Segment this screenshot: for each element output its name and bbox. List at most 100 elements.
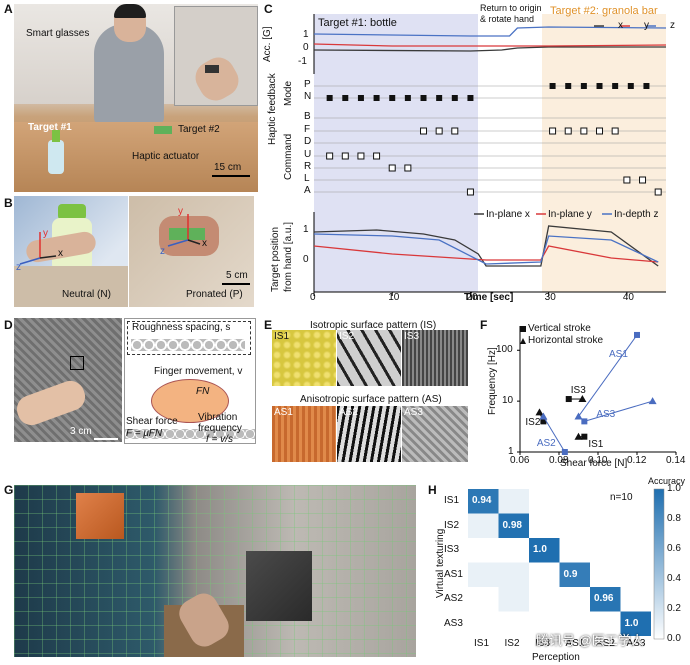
command-mark-l xyxy=(639,176,647,184)
isotropic-title: Isotropic surface pattern (IS) xyxy=(310,320,437,331)
f-ytick-label-1: 10 xyxy=(502,395,514,407)
h-cell-3-1 xyxy=(498,562,529,587)
h-cell-3-2 xyxy=(529,562,560,587)
panel-b-neutral-photo xyxy=(14,196,128,307)
command-mark-f xyxy=(549,127,557,135)
command-mark-f xyxy=(435,127,443,135)
command-mark-f xyxy=(420,127,428,135)
row-label-d: D xyxy=(304,136,312,147)
tile-is2 xyxy=(337,330,401,386)
h-cell-4-1 xyxy=(498,587,529,612)
panel-letter-d: D xyxy=(4,318,13,332)
panel-letter-b: B xyxy=(4,196,13,210)
row-label-b: B xyxy=(304,111,311,122)
h-cell-5-0 xyxy=(468,611,499,636)
h-cell-4-5 xyxy=(620,587,651,612)
row-label-n: N xyxy=(304,91,312,102)
h-colorbar-tick-1: 0.8 xyxy=(667,513,681,524)
label-roughness: Roughness spacing, s xyxy=(132,322,231,333)
label-target1-c: Target #1: bottle xyxy=(318,17,397,29)
h-diag-value-0: 0.94 xyxy=(472,495,492,506)
label-scale-d: 3 cm xyxy=(70,426,92,437)
label-target1-a: Target #1 xyxy=(28,122,72,133)
f-ylabel: Frequency [Hz] xyxy=(487,347,498,415)
h-cell-5-2 xyxy=(529,611,560,636)
label-shear-force: Shear force xyxy=(126,416,178,427)
legend-top-x: x xyxy=(618,20,623,31)
h-diag-value-5: 1.0 xyxy=(624,617,639,629)
mode-mark-p xyxy=(627,83,634,89)
h-cell-2-5 xyxy=(620,538,651,563)
target1-region xyxy=(314,14,478,292)
bottle-object xyxy=(48,140,64,174)
h-colorbar-title: Accuracy xyxy=(648,476,686,486)
f-point-horizontal-is3 xyxy=(578,395,587,403)
f-point-label-as2: AS2 xyxy=(536,438,556,449)
haptic-ylabel: Haptic feedback xyxy=(267,73,278,145)
h-diag-value-4: 0.96 xyxy=(594,593,614,604)
acc-tick-1: 1 xyxy=(303,29,309,40)
h-cell-5-5 xyxy=(620,611,651,636)
c-xtick-label-2: 20 xyxy=(466,292,478,303)
h-n: n=10 xyxy=(610,492,633,503)
f-xtick-label-0: 0.06 xyxy=(510,455,530,466)
f-point-vertical-as3 xyxy=(581,418,588,425)
acc-tick-neg1: -1 xyxy=(298,56,307,67)
h-row-label-3: AS1 xyxy=(444,568,463,580)
f-point-label-is1: IS1 xyxy=(588,438,604,450)
mode-ylabel: Mode xyxy=(283,80,294,106)
axis-x-b2: x xyxy=(202,238,207,249)
mode-mark-n xyxy=(451,95,458,101)
h-cell-0-5 xyxy=(620,489,651,514)
mode-mark-n xyxy=(389,95,396,101)
f-link-as2 xyxy=(542,416,566,453)
h-cell-2-3 xyxy=(559,538,590,563)
pos-tick-1: 1 xyxy=(303,224,309,235)
label-return-1: Return to origin xyxy=(480,3,542,13)
tile-is1 xyxy=(272,330,336,386)
c-xlabel: Time [sec] xyxy=(464,292,514,303)
h-colorbar-tick-4: 0.2 xyxy=(667,603,681,614)
command-mark-a xyxy=(466,188,474,196)
mode-mark-p xyxy=(549,83,556,89)
pos-tick-0: 0 xyxy=(303,254,309,265)
command-mark-f xyxy=(580,127,588,135)
f-legend-square xyxy=(520,326,526,332)
f-point-label-as3: AS3 xyxy=(596,409,616,421)
command-mark-u xyxy=(357,152,365,160)
label-finger-movement: Finger movement, v xyxy=(154,366,243,377)
tile-label-as1: AS1 xyxy=(274,407,293,418)
h-cell-2-2 xyxy=(529,538,560,563)
pos-trace-y xyxy=(313,245,659,263)
command-mark-f xyxy=(611,127,619,135)
mode-mark-n xyxy=(373,95,380,101)
h-cell-1-1 xyxy=(498,513,529,538)
h-cell-3-4 xyxy=(590,562,621,587)
h-row-label-5: AS3 xyxy=(444,617,463,629)
acc-tick-0: 0 xyxy=(303,42,309,53)
row-label-f: F xyxy=(304,124,311,135)
acc-trace-z xyxy=(313,26,667,37)
command-mark-a xyxy=(654,188,662,196)
f-point-vertical-is3 xyxy=(565,396,572,403)
f-xtick-label-4: 0.14 xyxy=(666,455,686,466)
mode-mark-n xyxy=(357,95,364,101)
mode-mark-n xyxy=(436,95,443,101)
f-link-as3 xyxy=(584,400,653,422)
f-legend-triangle xyxy=(520,338,526,344)
panel-g-photo xyxy=(14,485,416,657)
h-cell-0-2 xyxy=(529,489,560,514)
h-col-label-3: AS1 xyxy=(565,638,585,649)
f-point-horizontal-is2 xyxy=(535,408,544,416)
anisotropic-title: Anisotropic surface pattern (AS) xyxy=(300,394,442,405)
command-mark-u xyxy=(373,152,381,160)
f-link-as1 xyxy=(578,334,638,417)
glasses-view-inset xyxy=(174,6,258,107)
h-ylabel: Virtual texturing xyxy=(435,528,446,598)
panel-a-photo xyxy=(14,4,258,192)
h-row-label-1: IS2 xyxy=(444,519,460,531)
tile-as3 xyxy=(402,406,468,462)
mode-mark-n xyxy=(467,95,474,101)
axis-z-b1: z xyxy=(16,262,21,273)
legend-bottom-y: In-plane y xyxy=(548,209,592,220)
